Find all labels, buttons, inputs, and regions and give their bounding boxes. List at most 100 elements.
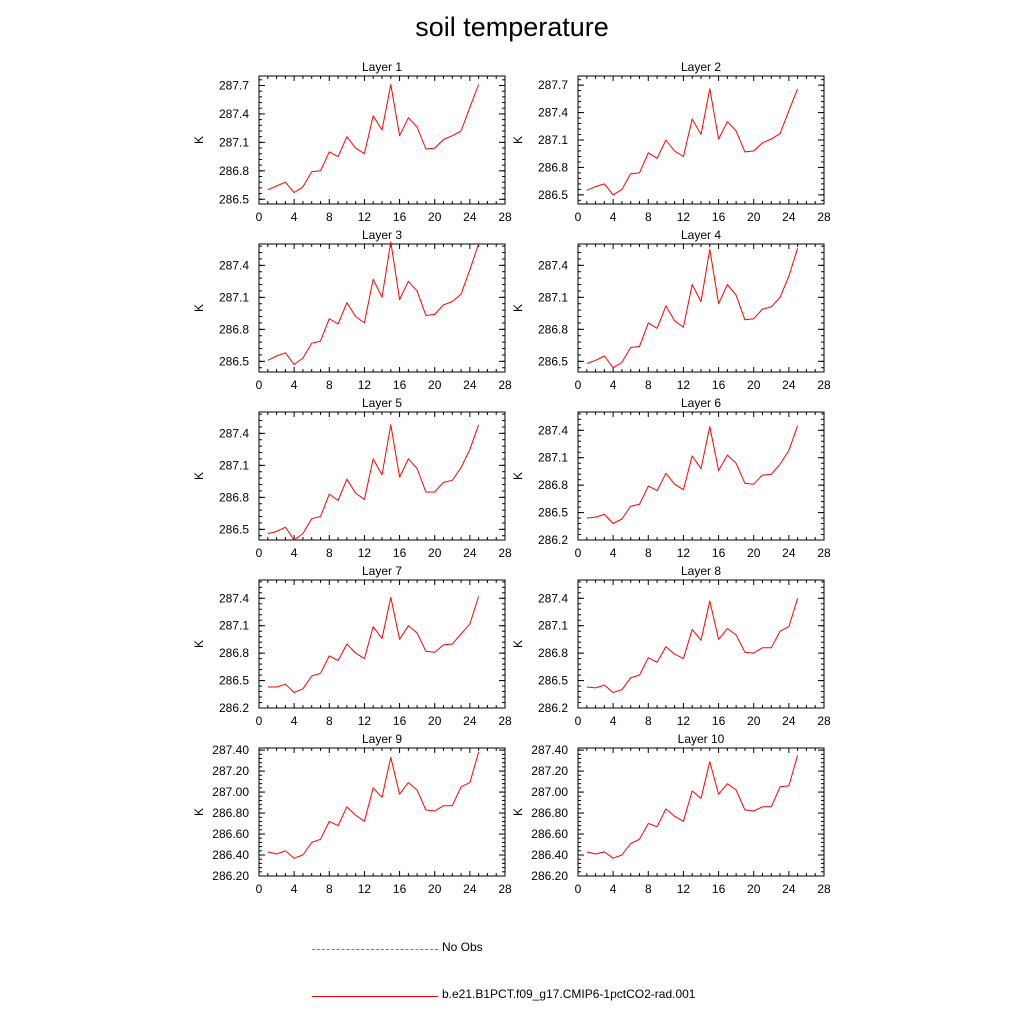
- y-tick-label: 286.5: [538, 188, 568, 202]
- x-tick-label: 0: [256, 882, 263, 896]
- panel-layer-10: Layer 10 K 0 4 8 12 16 20 24 28 286.20 286.40 286.60…: [511, 732, 831, 896]
- x-tick-label: 8: [326, 378, 333, 392]
- panel-layer-4: Layer 4 K 0 4 8 12 16 20 24 28 286.5 286.8 287.1 287.…: [511, 228, 831, 392]
- x-tick-label: 20: [747, 714, 761, 728]
- x-tick-label: 12: [358, 378, 372, 392]
- x-tick-label: 28: [498, 714, 512, 728]
- x-tick-label: 20: [747, 546, 761, 560]
- y-tick-label: 287.4: [219, 107, 249, 121]
- page-title: soil temperature: [415, 12, 609, 42]
- x-tick-label: 8: [326, 714, 333, 728]
- y-tick-label: 287.20: [212, 764, 249, 778]
- y-tick-label: 287.1: [219, 619, 249, 633]
- panel-layer-1: Layer 1 K 0 4 8 12 16 20 24 28 286.5 286.8 287.1 287.…: [192, 60, 512, 224]
- plot-frame: [577, 747, 825, 877]
- series-line: [586, 248, 799, 369]
- x-tick-label: 0: [575, 546, 582, 560]
- y-tick-label: 287.20: [531, 764, 568, 778]
- x-tick-label: 28: [498, 882, 512, 896]
- panel-title: Layer 4: [681, 228, 721, 242]
- x-tick-label: 4: [291, 714, 298, 728]
- series-line: [267, 752, 480, 859]
- panel-title: Layer 1: [362, 60, 402, 74]
- x-tick-label: 12: [358, 210, 372, 224]
- y-tick-label: 286.5: [538, 506, 568, 520]
- x-tick-label: 28: [498, 210, 512, 224]
- y-tick-label: 286.5: [219, 674, 249, 688]
- series-line: [586, 88, 799, 196]
- x-tick-label: 8: [645, 378, 652, 392]
- x-tick-label: 4: [610, 210, 617, 224]
- y-tick-label: 286.60: [212, 827, 249, 841]
- x-tick-label: 24: [782, 210, 796, 224]
- x-tick-label: 8: [645, 714, 652, 728]
- series-line: [267, 424, 480, 541]
- x-tick-label: 16: [393, 546, 407, 560]
- panel-layer-6: Layer 6 K 0 4 8 12 16 20 24 28 286.2 286.5 286.8 287.…: [511, 396, 831, 560]
- legend-obs-label: No Obs: [442, 940, 483, 954]
- x-tick-label: 20: [747, 378, 761, 392]
- x-tick-label: 0: [575, 714, 582, 728]
- series-line: [267, 596, 480, 693]
- panel-title: Layer 9: [362, 732, 402, 746]
- x-tick-label: 20: [747, 882, 761, 896]
- y-tick-label: 287.4: [538, 106, 568, 120]
- y-tick-label: 286.2: [538, 533, 568, 547]
- x-tick-label: 8: [645, 210, 652, 224]
- x-tick-label: 8: [326, 546, 333, 560]
- x-tick-label: 0: [575, 378, 582, 392]
- x-tick-label: 8: [326, 882, 333, 896]
- x-tick-label: 28: [817, 378, 831, 392]
- y-tick-label: 286.5: [219, 192, 249, 206]
- x-tick-label: 28: [498, 378, 512, 392]
- x-tick-label: 20: [428, 546, 442, 560]
- y-tick-label: 286.8: [538, 646, 568, 660]
- y-tick-label: 286.80: [212, 806, 249, 820]
- y-axis-label: K: [511, 472, 525, 480]
- x-tick-label: 8: [326, 210, 333, 224]
- x-tick-label: 4: [610, 546, 617, 560]
- panel-layer-9: Layer 9 K 0 4 8 12 16 20 24 28 286.20 286.40 286.60 2…: [192, 732, 512, 896]
- x-tick-label: 4: [291, 546, 298, 560]
- y-axis-label: K: [192, 136, 206, 144]
- x-tick-label: 0: [256, 714, 263, 728]
- y-tick-label: 287.7: [538, 78, 568, 92]
- x-tick-label: 12: [677, 546, 691, 560]
- y-tick-label: 287.40: [531, 743, 568, 757]
- x-tick-label: 24: [782, 378, 796, 392]
- legend-model-swatch: [312, 996, 438, 997]
- x-tick-label: 8: [645, 546, 652, 560]
- x-tick-label: 24: [463, 714, 477, 728]
- x-tick-label: 24: [463, 378, 477, 392]
- plot-frame: [258, 411, 506, 541]
- panel-title: Layer 10: [678, 732, 725, 746]
- x-tick-label: 12: [677, 378, 691, 392]
- y-tick-label: 286.20: [531, 869, 568, 883]
- series-line: [267, 84, 480, 194]
- plot-frame: [577, 75, 825, 205]
- x-tick-label: 4: [291, 378, 298, 392]
- panel-title: Layer 6: [681, 396, 721, 410]
- y-tick-label: 286.8: [538, 160, 568, 174]
- panel-layer-3: Layer 3 K 0 4 8 12 16 20 24 28 286.5 286.8 287.1 287.…: [192, 228, 512, 392]
- x-tick-label: 24: [782, 546, 796, 560]
- x-tick-label: 12: [677, 210, 691, 224]
- y-tick-label: 287.4: [219, 258, 249, 272]
- y-tick-label: 286.5: [538, 674, 568, 688]
- x-tick-label: 4: [610, 378, 617, 392]
- x-tick-label: 20: [428, 210, 442, 224]
- y-tick-label: 286.80: [531, 806, 568, 820]
- panel-layer-2: Layer 2 K 0 4 8 12 16 20 24 28 286.5 286.8 287.1 287.…: [511, 60, 831, 224]
- y-tick-label: 287.1: [538, 133, 568, 147]
- y-tick-label: 287.1: [219, 290, 249, 304]
- x-tick-label: 16: [712, 882, 726, 896]
- x-tick-label: 24: [463, 210, 477, 224]
- y-tick-label: 287.1: [538, 451, 568, 465]
- plot-frame: [258, 579, 506, 709]
- y-tick-label: 286.40: [212, 848, 249, 862]
- x-tick-label: 16: [712, 714, 726, 728]
- x-tick-label: 28: [817, 546, 831, 560]
- series-line: [586, 755, 799, 859]
- x-tick-label: 28: [817, 714, 831, 728]
- x-tick-label: 28: [817, 210, 831, 224]
